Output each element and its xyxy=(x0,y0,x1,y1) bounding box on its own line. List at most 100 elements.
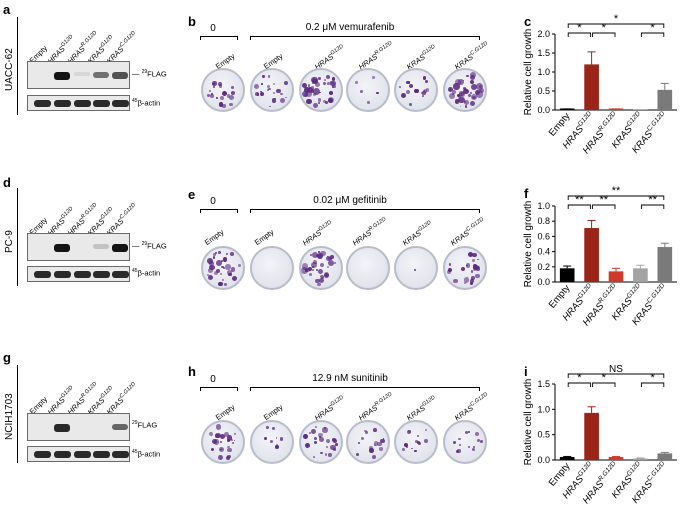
colony xyxy=(305,267,310,273)
colony xyxy=(217,250,221,255)
colony xyxy=(275,445,279,450)
significance-bracket xyxy=(567,373,665,378)
cell-line-label: NCIH1703 xyxy=(4,393,15,440)
control-dose-label: 0 xyxy=(210,196,216,207)
colony xyxy=(464,431,468,435)
colony xyxy=(422,76,427,80)
y-tick-label: 1.0 xyxy=(537,201,550,211)
treatment-bracket xyxy=(250,387,480,391)
colony xyxy=(312,92,317,97)
y-axis-label: Relative cell growth xyxy=(523,29,534,116)
colony xyxy=(324,427,326,429)
colony xyxy=(402,447,405,451)
colony xyxy=(400,93,406,99)
western-blot-actin xyxy=(27,446,130,462)
significance-bracket xyxy=(567,32,592,37)
culture-plate xyxy=(394,246,438,290)
colony xyxy=(330,444,336,451)
colony xyxy=(310,86,314,90)
significance-bracket xyxy=(567,382,592,387)
colony xyxy=(311,251,319,259)
y-tick-label: 1.0 xyxy=(537,404,550,414)
panel-label-g: g xyxy=(3,350,11,365)
colony xyxy=(312,265,315,268)
significance-bracket xyxy=(567,204,592,209)
flag-band xyxy=(112,244,128,252)
culture-plate xyxy=(394,68,438,112)
colony xyxy=(331,77,336,81)
flag-band xyxy=(93,72,109,79)
colony xyxy=(318,91,321,94)
colony xyxy=(262,75,265,78)
flag-band xyxy=(54,244,70,252)
colony xyxy=(260,92,265,96)
colony xyxy=(220,96,225,101)
colony xyxy=(323,100,327,104)
colony xyxy=(280,92,283,96)
colony xyxy=(464,281,467,284)
flag-band xyxy=(112,424,128,431)
colony xyxy=(209,431,214,436)
colony xyxy=(219,434,225,439)
y-tick-label: 0.5 xyxy=(537,430,550,440)
colony xyxy=(222,256,228,262)
culture-plate xyxy=(346,420,390,464)
cell-line-label: PC-9 xyxy=(4,230,15,253)
flag-band xyxy=(112,72,128,79)
colony xyxy=(260,90,262,93)
colony xyxy=(470,91,473,94)
actin-band xyxy=(54,271,71,278)
colony xyxy=(279,437,283,441)
colony xyxy=(472,252,477,258)
colony xyxy=(471,447,475,452)
colony xyxy=(474,432,479,437)
colony xyxy=(230,439,233,442)
colony xyxy=(463,88,470,95)
actin-band xyxy=(34,271,51,278)
colony xyxy=(325,255,332,262)
colony xyxy=(218,84,223,88)
y-tick-label: 0.0 xyxy=(537,455,550,465)
colony xyxy=(319,451,323,455)
colony xyxy=(416,434,420,438)
colony xyxy=(447,87,453,92)
colony xyxy=(461,266,466,271)
colony xyxy=(221,265,224,269)
colony xyxy=(256,92,260,96)
colony xyxy=(226,435,233,441)
colony xyxy=(222,90,228,96)
colony xyxy=(334,262,337,265)
actin-blot-label: 45β-actin xyxy=(132,98,161,108)
colony xyxy=(320,274,324,279)
significance-label: * xyxy=(602,22,607,34)
bar xyxy=(657,89,673,110)
actin-blot-label: 45β-actin xyxy=(132,268,161,278)
colony xyxy=(308,266,313,271)
colony xyxy=(406,81,410,85)
colony xyxy=(215,260,222,267)
colony xyxy=(327,260,334,267)
colony xyxy=(357,441,360,444)
row-divider xyxy=(17,17,19,115)
colony xyxy=(275,443,278,446)
colony xyxy=(209,94,214,99)
colony xyxy=(356,453,359,457)
bar xyxy=(559,456,575,460)
colony xyxy=(470,80,475,84)
flag-band xyxy=(54,424,70,432)
colony xyxy=(313,440,318,445)
colony xyxy=(479,87,485,93)
bar xyxy=(608,271,624,282)
colony xyxy=(452,90,456,94)
actin-band xyxy=(74,100,91,107)
colony xyxy=(469,74,476,81)
actin-band xyxy=(74,451,91,458)
significance-label: * xyxy=(602,372,607,384)
flag-blot-label: 29FLAG xyxy=(132,420,158,430)
colony xyxy=(371,76,375,80)
colony xyxy=(303,434,308,439)
colony xyxy=(238,264,242,267)
y-axis-label: Relative cell growth xyxy=(523,379,534,466)
colony xyxy=(310,88,315,93)
